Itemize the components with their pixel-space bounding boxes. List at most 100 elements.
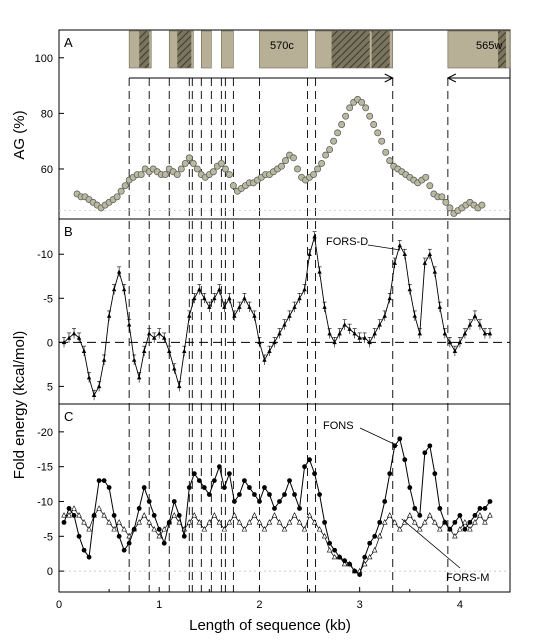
data-point-fons — [262, 485, 267, 490]
data-point — [207, 304, 212, 309]
data-point-fors-m — [101, 512, 107, 518]
series-ag — [73, 96, 486, 217]
data-point-fors-m — [316, 526, 323, 532]
data-point — [267, 348, 272, 353]
data-point — [177, 165, 185, 173]
data-point-fons — [282, 492, 287, 497]
data-point-fors-m — [156, 533, 163, 539]
data-point-fors-m — [281, 526, 288, 532]
data-point-fors-m — [366, 553, 373, 560]
data-point — [137, 171, 145, 178]
data-point — [337, 331, 342, 336]
data-point — [322, 151, 330, 159]
data-point-fors-m — [76, 512, 82, 518]
data-point — [297, 295, 302, 301]
data-point — [66, 335, 72, 340]
data-point — [111, 286, 117, 292]
data-point-fors-m — [381, 519, 388, 525]
x-tick-label: 4 — [457, 599, 463, 611]
data-point — [427, 251, 433, 257]
data-point-fons — [377, 519, 383, 525]
data-point-fons — [457, 513, 463, 518]
data-point-fors-m — [111, 526, 117, 532]
data-point — [221, 165, 229, 173]
data-point — [342, 322, 347, 327]
data-point-fors-m — [196, 519, 203, 525]
data-point-fons — [337, 554, 343, 560]
data-point — [407, 286, 412, 292]
data-point — [290, 154, 297, 162]
data-point — [462, 331, 468, 336]
data-point — [229, 182, 237, 190]
data-point-fors-m — [326, 546, 333, 553]
x-tick-label: 3 — [357, 599, 363, 611]
data-point — [382, 148, 390, 156]
pointer-fons — [359, 427, 398, 447]
data-point-fors-m — [266, 519, 273, 525]
data-point-fors-m — [477, 512, 483, 518]
data-point-fons — [412, 506, 418, 511]
data-point-fors-m — [261, 526, 268, 532]
zero-lines — [59, 210, 510, 572]
data-point — [467, 322, 473, 327]
data-point-fons — [171, 499, 177, 504]
data-point — [386, 157, 394, 165]
gene-block — [221, 30, 234, 69]
data-point-fons — [302, 464, 307, 470]
data-point — [362, 335, 367, 340]
data-point — [442, 198, 450, 206]
pointer-fors-d — [367, 244, 400, 251]
data-point — [426, 182, 434, 190]
data-point-fors-m — [472, 519, 478, 525]
data-point-fons — [216, 464, 222, 470]
data-point-fors-m — [136, 519, 142, 525]
series-line-fons — [63, 437, 491, 576]
y-tick-label: 100 — [35, 53, 53, 65]
panel-label-a: A — [64, 35, 73, 50]
data-point-fors-m — [331, 553, 338, 560]
data-point-fons — [327, 540, 332, 546]
data-point-fons — [61, 519, 67, 525]
data-point — [347, 326, 352, 331]
ylabel-a: AG (%) — [11, 110, 28, 159]
panel-label-c: C — [64, 409, 73, 424]
pointer-fors-m — [401, 518, 461, 569]
data-point — [117, 187, 125, 195]
data-point-fons — [166, 519, 172, 525]
data-point — [252, 313, 257, 318]
data-point — [457, 339, 463, 345]
data-point-fors-m — [286, 519, 293, 525]
data-point-fors-m — [271, 512, 278, 518]
data-point-fons — [71, 513, 77, 518]
data-point-fors-m — [86, 526, 92, 532]
data-point — [317, 269, 322, 274]
data-point-fons — [472, 513, 478, 518]
data-point-fons — [176, 513, 182, 518]
y-tick-label: -5 — [43, 531, 53, 543]
data-point-fons — [432, 471, 438, 477]
data-point-fons — [462, 526, 468, 532]
data-point-fons — [196, 478, 202, 483]
x-tick-label: 0 — [56, 599, 62, 611]
data-point — [126, 322, 132, 327]
data-point-fors-m — [121, 526, 127, 532]
data-point-fons — [81, 547, 87, 553]
data-point — [338, 121, 346, 128]
data-point-fons — [111, 513, 117, 518]
data-point-fons — [347, 561, 353, 567]
data-point-fons — [76, 533, 82, 539]
data-point — [247, 304, 252, 309]
data-point — [282, 157, 289, 165]
data-point — [227, 295, 232, 301]
data-point — [217, 286, 222, 292]
data-point — [302, 286, 307, 292]
vertical-dividers — [128, 78, 449, 592]
data-point — [202, 295, 207, 301]
data-point — [217, 159, 225, 167]
data-point-fors-m — [306, 512, 313, 518]
data-point-fors-m — [66, 512, 72, 518]
y-tick-label: 0 — [47, 566, 53, 578]
data-point-fons — [367, 540, 373, 546]
data-point-fons — [201, 485, 207, 490]
data-point — [332, 339, 337, 345]
